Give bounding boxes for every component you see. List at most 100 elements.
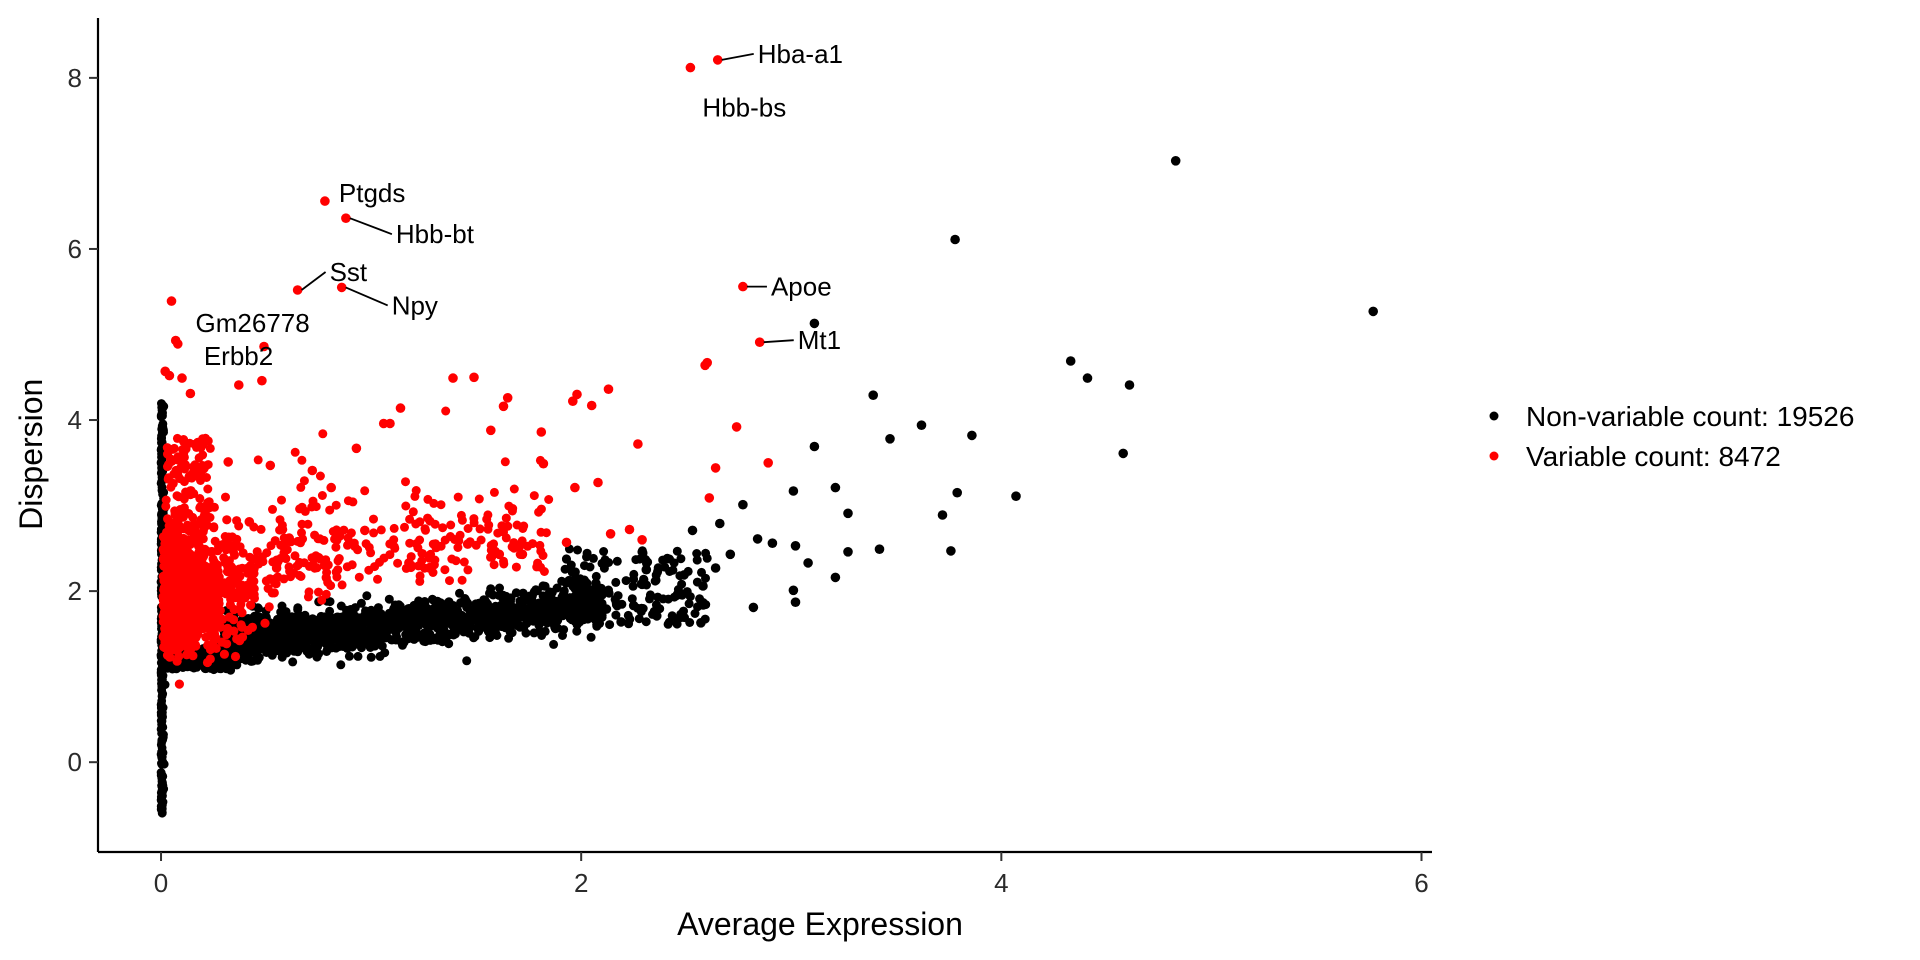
data-point <box>359 628 369 637</box>
data-point <box>360 525 370 536</box>
data-point <box>304 587 314 597</box>
data-point <box>217 614 228 625</box>
data-point <box>687 525 698 536</box>
data-point <box>337 580 347 590</box>
data-point <box>937 510 948 520</box>
data-point <box>843 547 853 557</box>
data-point <box>347 560 357 570</box>
data-point <box>267 588 277 598</box>
data-point <box>229 604 239 615</box>
data-point <box>175 620 185 630</box>
data-point <box>170 571 180 581</box>
data-point <box>470 632 480 642</box>
data-point <box>224 662 234 672</box>
data-point <box>672 619 682 629</box>
data-point <box>916 420 927 431</box>
data-point <box>343 540 352 550</box>
data-point <box>157 431 166 441</box>
data-point <box>584 594 594 604</box>
data-point <box>629 569 639 579</box>
data-point <box>191 588 200 598</box>
data-point <box>464 616 474 626</box>
data-point <box>361 539 371 549</box>
data-point <box>385 539 395 549</box>
data-point <box>767 538 778 548</box>
data-point <box>290 551 300 561</box>
data-point <box>173 339 183 349</box>
data-point <box>486 545 496 555</box>
data-point <box>220 532 230 541</box>
data-point <box>1011 491 1021 502</box>
data-point <box>588 553 598 563</box>
data-point <box>455 530 465 540</box>
data-point <box>282 619 292 629</box>
data-point <box>573 545 582 555</box>
data-point <box>222 629 232 640</box>
data-point <box>239 644 249 653</box>
data-point <box>178 663 188 672</box>
data-point <box>174 555 184 565</box>
data-point <box>344 651 354 661</box>
data-point <box>604 588 614 598</box>
data-point <box>662 553 673 564</box>
data-point <box>214 583 224 593</box>
data-point <box>790 541 801 551</box>
data-point <box>167 637 177 647</box>
data-point <box>420 524 430 534</box>
data-point <box>638 604 648 613</box>
data-point <box>196 442 206 453</box>
data-point <box>663 594 673 604</box>
data-point <box>692 549 702 558</box>
data-point <box>411 539 421 549</box>
data-point <box>158 632 168 642</box>
data-point <box>539 611 549 621</box>
data-point <box>380 648 390 658</box>
data-point <box>561 554 571 564</box>
data-point <box>1065 356 1076 366</box>
data-point <box>341 213 351 223</box>
data-point <box>401 477 410 487</box>
data-point <box>404 625 414 635</box>
data-point <box>285 630 295 640</box>
data-point <box>321 613 331 623</box>
data-point <box>516 612 526 622</box>
data-point <box>219 649 229 659</box>
data-point <box>529 491 539 501</box>
data-point <box>295 611 305 621</box>
data-point <box>561 537 572 548</box>
data-point <box>157 781 167 790</box>
data-point <box>223 457 233 467</box>
data-point <box>209 523 219 533</box>
data-point <box>157 719 167 729</box>
x-axis-title: Average Expression <box>677 906 963 942</box>
data-point <box>336 282 347 293</box>
data-point <box>254 644 264 654</box>
data-point <box>411 617 421 627</box>
label-leader-lines <box>301 53 794 344</box>
data-point <box>308 496 318 506</box>
data-point <box>376 609 386 619</box>
data-point <box>440 565 450 575</box>
data-point <box>309 644 319 654</box>
data-point <box>202 657 213 668</box>
data-point <box>366 652 376 662</box>
data-point <box>160 612 170 623</box>
data-point <box>232 634 242 644</box>
gene-label: Hba-a1 <box>758 39 843 69</box>
data-point <box>250 593 259 603</box>
data-point <box>278 524 288 534</box>
data-point <box>189 611 199 621</box>
data-point <box>532 586 542 596</box>
data-point <box>299 476 309 486</box>
gene-label: Apoe <box>771 272 832 302</box>
data-point <box>415 517 425 527</box>
data-point <box>712 55 723 65</box>
data-point <box>946 546 956 556</box>
data-point <box>710 563 721 573</box>
data-point <box>410 491 420 501</box>
data-point <box>297 519 307 529</box>
legend-marker-variable <box>1489 451 1499 461</box>
data-point <box>429 611 439 620</box>
data-point <box>563 608 574 619</box>
data-point <box>803 558 813 568</box>
